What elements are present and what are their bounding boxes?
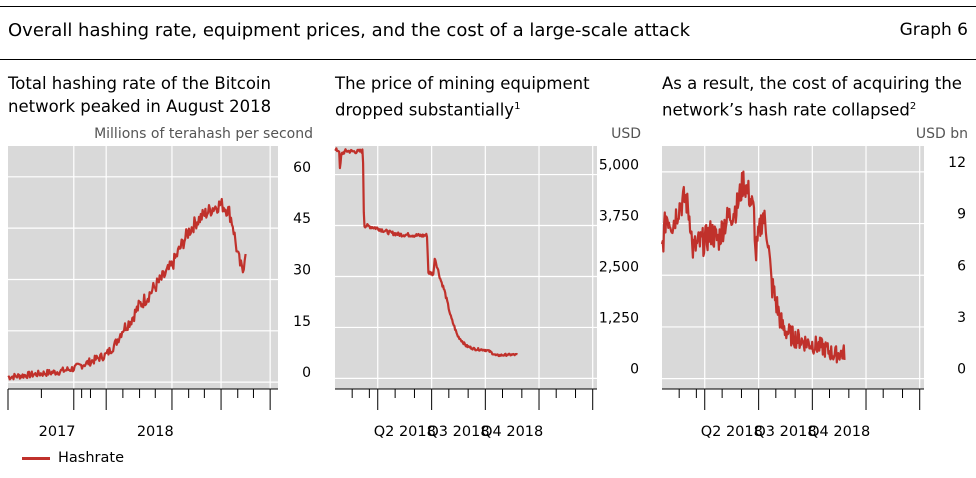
panel-1-series-line-0 — [7, 197, 247, 381]
panel-1-ytick-label-0: 0 — [302, 365, 311, 381]
panel-1-ytick-label-2: 30 — [293, 262, 311, 278]
panel-2-series-line-0 — [334, 147, 518, 358]
panel-3-ytick-label-4: 12 — [948, 155, 966, 171]
title-rule — [0, 59, 976, 60]
panel-3-ytick-label-3: 9 — [957, 207, 966, 223]
panel-3-xtick-label-1: Q3 2018 — [754, 424, 816, 440]
panel-2-xtick-label-2: Q4 2018 — [481, 424, 543, 440]
panel-2-xtick-label-1: Q3 2018 — [427, 424, 489, 440]
panel-3-plot-area — [662, 146, 924, 389]
panel-2-plot-area — [335, 146, 597, 389]
panel-3-series-line-0 — [660, 170, 846, 364]
panel-1-title: Total hashing rate of the Bitcoin networ… — [8, 72, 271, 118]
graph-title: Overall hashing rate, equipment prices, … — [8, 20, 691, 41]
panel-1-xtick-label-1: 2018 — [137, 424, 174, 440]
panel-2-xtick-label-0: Q2 2018 — [374, 424, 436, 440]
panel-3-ytick-label-2: 6 — [957, 258, 966, 274]
panel-3-title-line-1: As a result, the cost of acquiring the — [662, 74, 962, 93]
legend-swatch — [22, 456, 50, 460]
panel-2-ytick-label-0: 0 — [630, 361, 639, 377]
panel-1-ytick-label-4: 60 — [293, 160, 311, 176]
panel-1-chart: 0 15 30 45 60 2017 2018 — [7, 146, 311, 440]
panel-1-title-line-2: network peaked in August 2018 — [8, 97, 272, 116]
panel-2-ytick-label-4: 5,000 — [599, 158, 639, 174]
panel-1-title-line-1: Total hashing rate of the Bitcoin — [8, 74, 271, 93]
panel-2-unit: USD — [611, 126, 641, 142]
panel-2-ytick-label-1: 1,250 — [599, 310, 639, 326]
panel-2-footnote-marker: 1 — [514, 101, 521, 112]
panel-3-footnote-marker: 2 — [909, 101, 917, 112]
panel-2-title-line-2: dropped substantially — [335, 100, 515, 120]
panel-3-ytick-label-0: 0 — [957, 362, 966, 378]
panel-2-title-line-1: The price of mining equipment — [335, 74, 590, 93]
panel-1-ytick-label-1: 15 — [293, 314, 311, 330]
panel-3-ytick-label-1: 3 — [957, 310, 966, 326]
panel-1-plot-area — [8, 146, 278, 389]
panel-2-ytick-label-3: 3,750 — [599, 209, 639, 225]
top-rule — [0, 6, 976, 7]
panel-1-ytick-label-3: 45 — [293, 211, 311, 227]
panel-1-xtick-label-0: 2017 — [39, 424, 76, 440]
graph-number: Graph 6 — [899, 20, 968, 40]
legend: Hashrate — [22, 450, 124, 466]
panel-3-title-line-2: network’s hash rate collapsed — [662, 100, 910, 120]
legend-label: Hashrate — [58, 450, 124, 466]
panel-2-ytick-label-2: 2,500 — [599, 259, 639, 275]
panel-1-unit: Millions of terahash per second — [94, 126, 313, 142]
panel-2-title: The price of mining equipment dropped su… — [335, 72, 590, 122]
panel-3-xtick-label-2: Q4 2018 — [808, 424, 870, 440]
panel-3-unit: USD bn — [915, 126, 968, 142]
panel-3-title: As a result, the cost of acquiring the n… — [662, 72, 962, 122]
panel-3-xtick-label-0: Q2 2018 — [701, 424, 763, 440]
